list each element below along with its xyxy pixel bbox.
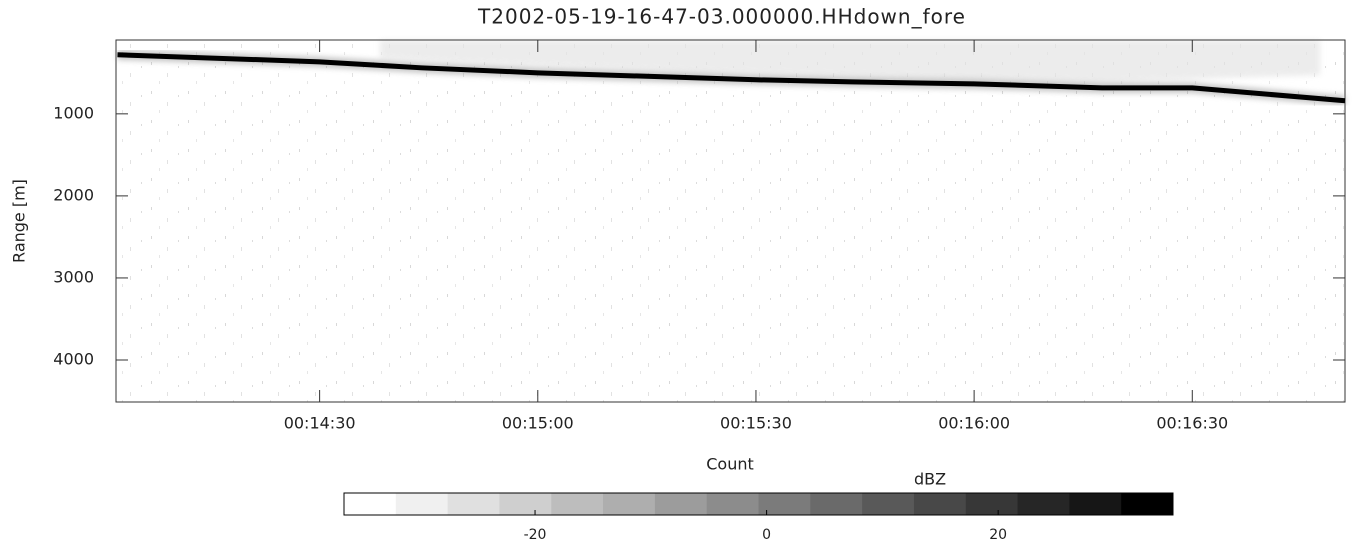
colorbar-cell	[1017, 493, 1070, 515]
x-axis-label: Count	[706, 455, 754, 474]
colorbar-tick-label: -20	[524, 527, 547, 543]
colorbar-cell	[913, 493, 967, 515]
colorbar-cell	[1121, 493, 1174, 515]
y-axis-label: Range [m]	[10, 179, 29, 263]
x-tick-label: 00:15:30	[720, 414, 792, 433]
chart-title: T2002-05-19-16-47-03.000000.HHdown_fore	[477, 5, 966, 29]
colorbar-cell	[344, 493, 397, 515]
colorbar-cell	[654, 493, 708, 515]
y-tick-label: 4000	[53, 349, 94, 368]
colorbar-frame	[343, 492, 1174, 516]
y-tick-label: 2000	[53, 185, 94, 204]
y-tick-label: 1000	[53, 103, 94, 122]
x-tick-label: 00:14:30	[284, 414, 356, 433]
colorbar-cell	[395, 493, 449, 515]
x-tick-label: 00:15:00	[502, 414, 574, 433]
colorbar-cell	[810, 493, 863, 515]
colorbar-cell	[551, 493, 604, 515]
plot-frame	[115, 39, 1346, 403]
clutter	[380, 40, 1320, 82]
colorbar-cell	[706, 493, 759, 515]
colorbar-cell	[603, 493, 656, 515]
y-tick-label: 3000	[53, 267, 94, 286]
background-noise	[116, 40, 1345, 402]
colorbar-cell	[965, 493, 1019, 515]
x-tick-label: 00:16:30	[1156, 414, 1228, 433]
surface-line	[117, 52, 1346, 104]
colorbar-tick-label: 20	[989, 527, 1007, 543]
colorbar-cell	[758, 493, 811, 515]
x-tick-label: 00:16:00	[938, 414, 1010, 433]
colorbar-cell	[499, 493, 552, 515]
colorbar-tick-label: 0	[762, 527, 771, 543]
colorbar-cell	[862, 493, 915, 515]
colorbar-cell	[447, 493, 500, 515]
colorbar-cell	[1069, 493, 1122, 515]
colorbar-label: dBZ	[914, 470, 946, 489]
